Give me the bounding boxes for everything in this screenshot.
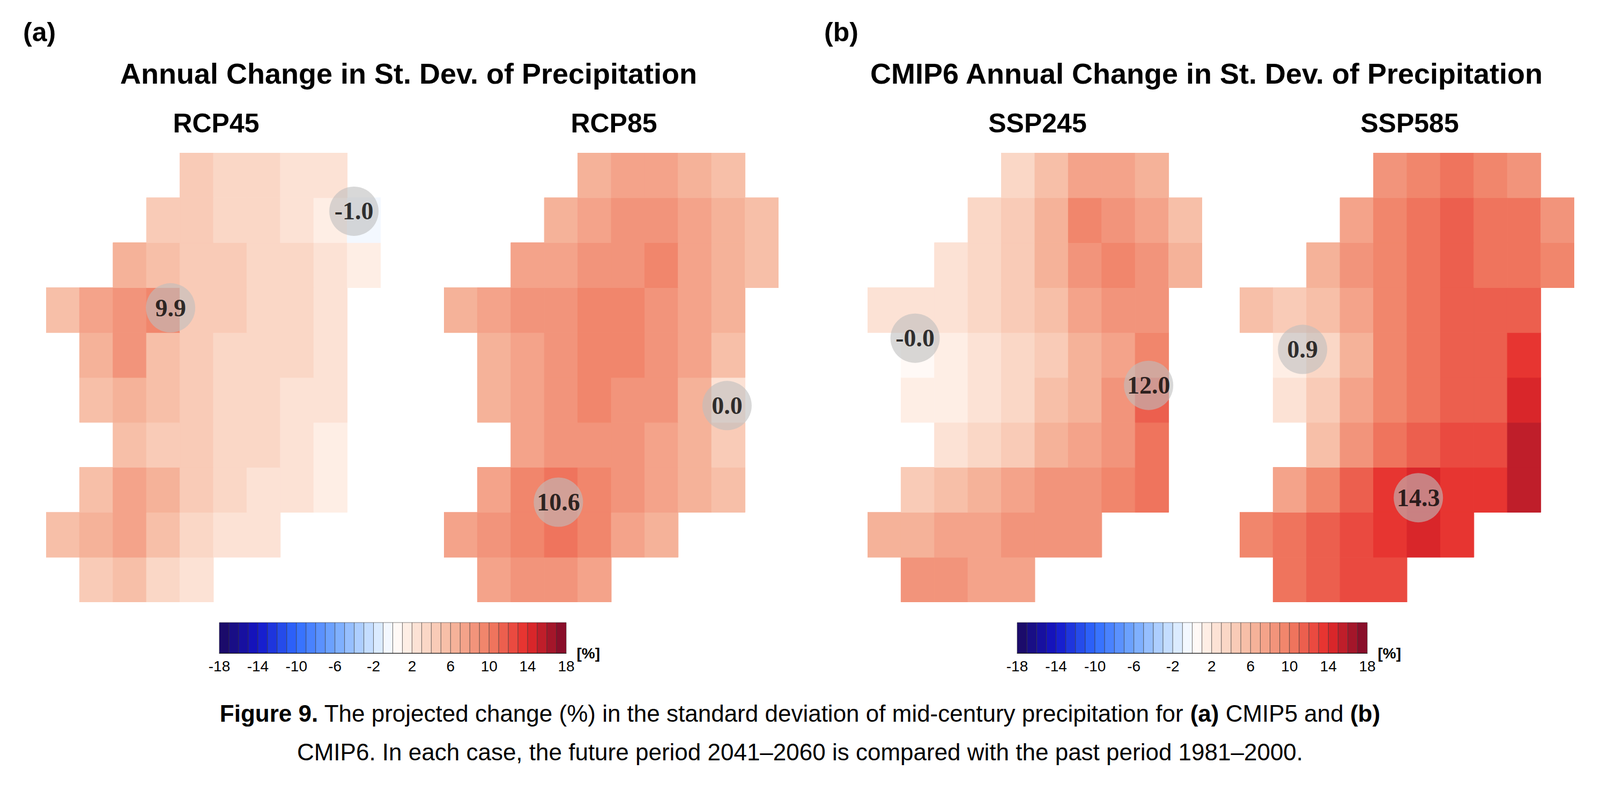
svg-text:10: 10 — [1280, 657, 1298, 675]
svg-text:0.9: 0.9 — [1287, 335, 1319, 364]
svg-text:[%]: [%] — [576, 645, 600, 662]
svg-text:Annual Change in St. Dev. of P: Annual Change in St. Dev. of Precipitati… — [120, 57, 698, 90]
svg-text:10.6: 10.6 — [536, 488, 581, 516]
svg-text:14.3: 14.3 — [1396, 484, 1441, 512]
svg-text:[%]: [%] — [1377, 645, 1402, 662]
svg-text:-18: -18 — [1006, 657, 1028, 675]
svg-text:-0.0: -0.0 — [895, 324, 935, 352]
svg-text:-10: -10 — [1084, 657, 1106, 675]
svg-text:2: 2 — [408, 657, 417, 675]
svg-text:RCP85: RCP85 — [570, 108, 657, 139]
svg-text:RCP45: RCP45 — [172, 108, 259, 139]
svg-text:0.0: 0.0 — [711, 391, 743, 420]
svg-text:SSP245: SSP245 — [988, 108, 1087, 139]
svg-text:(b): (b) — [824, 17, 859, 48]
svg-text:-14: -14 — [247, 657, 269, 675]
svg-text:-2: -2 — [1166, 657, 1180, 675]
svg-text:(b): (b) — [1350, 700, 1381, 727]
svg-text:-14: -14 — [1045, 657, 1067, 675]
svg-text:18: 18 — [557, 657, 575, 675]
svg-text:The projected change (%) in th: The projected change (%) in the standard… — [317, 700, 1190, 727]
svg-text:(a): (a) — [23, 17, 56, 48]
svg-text:CMIP6. In each case, the futur: CMIP6. In each case, the future period 2… — [297, 738, 1303, 766]
svg-text:9.9: 9.9 — [154, 294, 187, 322]
svg-text:-6: -6 — [328, 657, 342, 675]
svg-text:-1.0: -1.0 — [334, 197, 374, 225]
svg-text:12.0: 12.0 — [1127, 371, 1171, 399]
svg-text:2: 2 — [1207, 657, 1217, 675]
svg-text:6: 6 — [1246, 657, 1256, 675]
svg-text:SSP585: SSP585 — [1360, 108, 1459, 139]
svg-text:14: 14 — [1320, 657, 1337, 675]
svg-text:6: 6 — [446, 657, 456, 675]
svg-text:CMIP6 Annual Change in St. Dev: CMIP6 Annual Change in St. Dev. of Preci… — [870, 57, 1543, 90]
svg-text:10: 10 — [480, 657, 498, 675]
svg-text:CMIP5 and: CMIP5 and — [1218, 700, 1351, 727]
svg-text:-6: -6 — [1127, 657, 1141, 675]
svg-text:18: 18 — [1358, 657, 1376, 675]
svg-text:Figure 9.: Figure 9. — [219, 700, 318, 727]
svg-text:-10: -10 — [285, 657, 308, 675]
svg-text:(a): (a) — [1190, 700, 1220, 727]
svg-text:-18: -18 — [208, 657, 231, 675]
svg-text:14: 14 — [519, 657, 537, 675]
svg-text:-2: -2 — [366, 657, 381, 675]
